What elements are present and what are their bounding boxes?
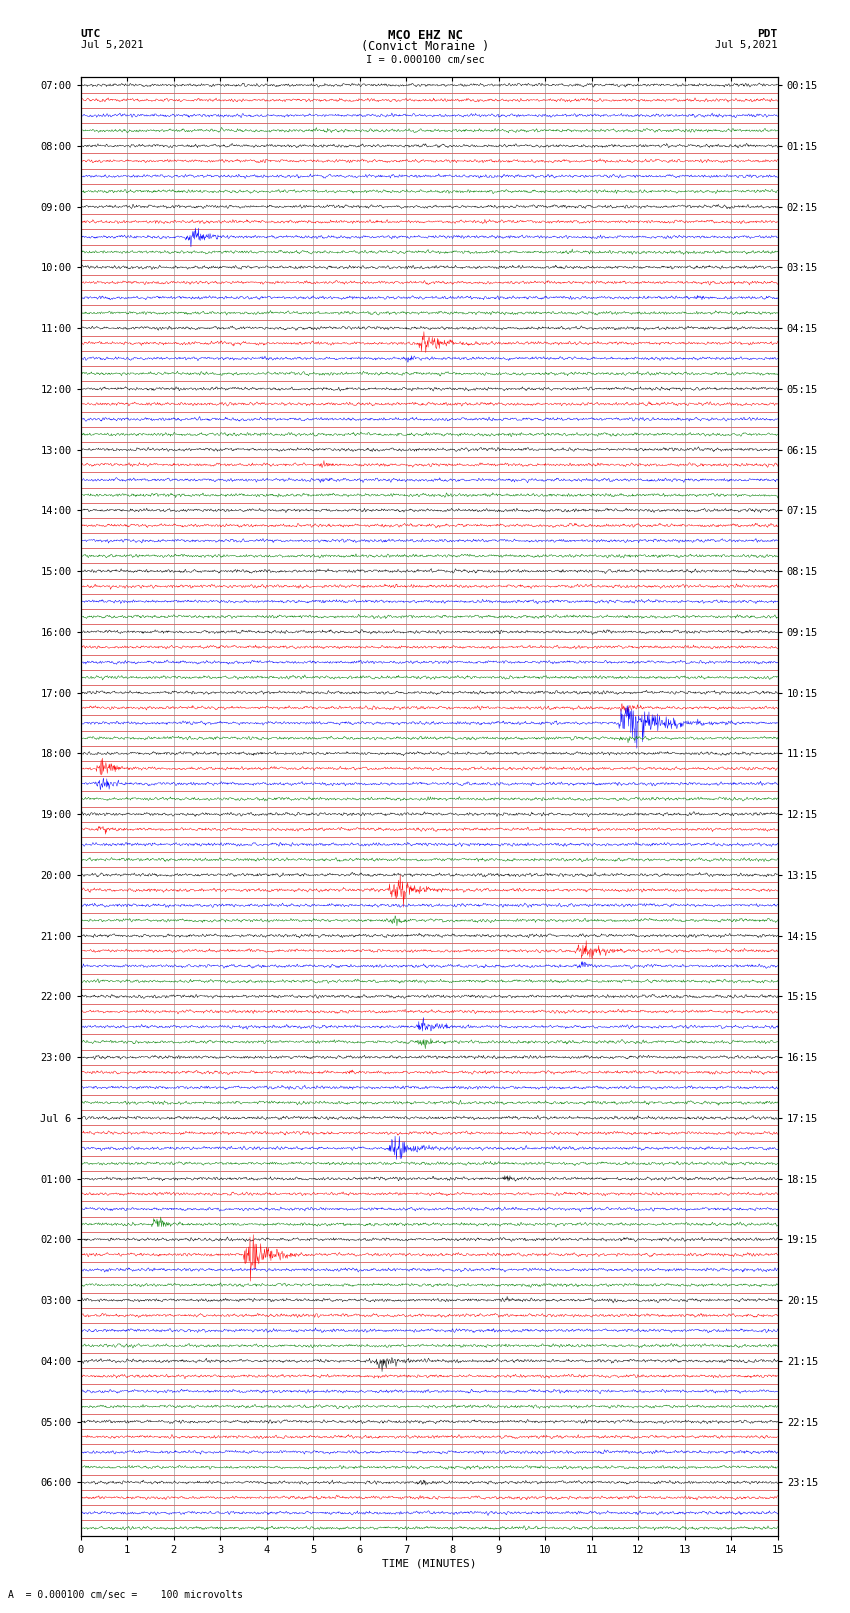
Text: I = 0.000100 cm/sec: I = 0.000100 cm/sec [366, 55, 484, 65]
Text: MCO EHZ NC: MCO EHZ NC [388, 29, 462, 42]
Text: (Convict Moraine ): (Convict Moraine ) [361, 40, 489, 53]
Text: Jul 5,2021: Jul 5,2021 [715, 40, 778, 50]
Text: A  = 0.000100 cm/sec =    100 microvolts: A = 0.000100 cm/sec = 100 microvolts [8, 1590, 243, 1600]
X-axis label: TIME (MINUTES): TIME (MINUTES) [382, 1558, 477, 1569]
Text: UTC: UTC [81, 29, 101, 39]
Text: Jul 5,2021: Jul 5,2021 [81, 40, 144, 50]
Text: PDT: PDT [757, 29, 778, 39]
